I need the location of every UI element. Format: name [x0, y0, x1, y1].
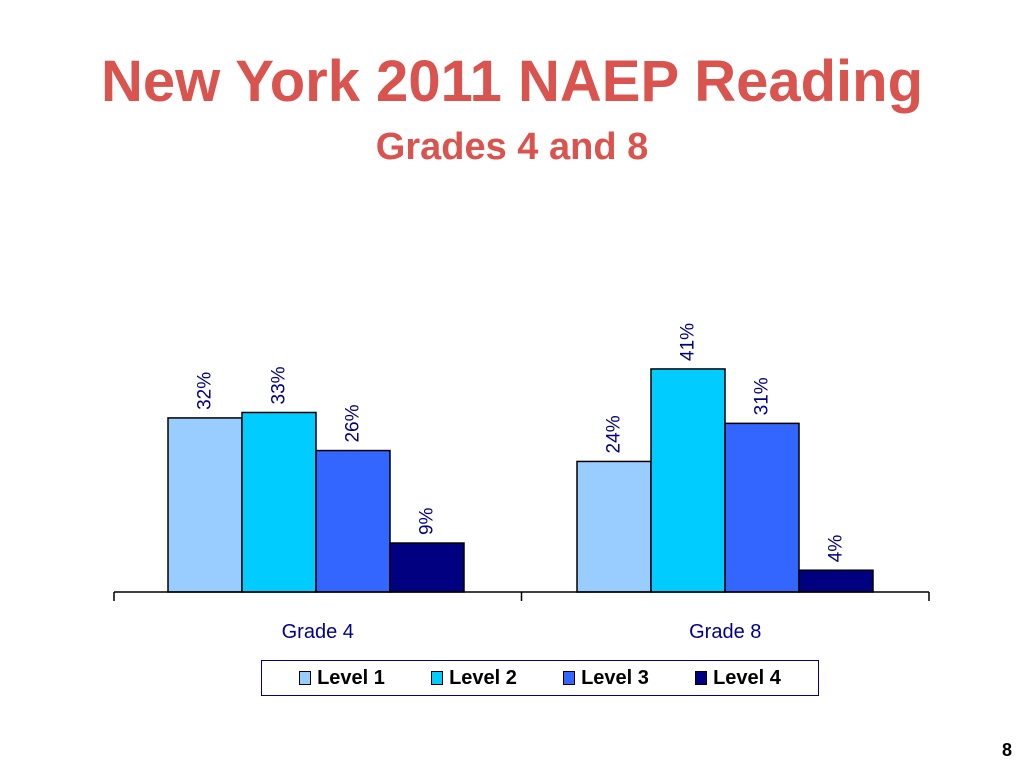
data-label: 24% — [604, 415, 625, 453]
data-label: 33% — [269, 366, 290, 404]
bar-level-4-grade-8 — [798, 569, 874, 593]
page-number: 8 — [1001, 740, 1012, 760]
bar-level-3-grade-8 — [724, 422, 800, 593]
x-tick-label: Grade 8 — [689, 621, 761, 643]
bar-level-1-grade-8 — [576, 460, 652, 593]
data-label: 41% — [678, 323, 699, 361]
x-tick-label: Grade 4 — [282, 621, 354, 643]
legend-label-level-1: Level 1 — [317, 666, 385, 689]
slide-subtitle: Grades 4 and 8 — [375, 126, 649, 168]
legend-swatch-level-1 — [299, 671, 312, 685]
legend-item-level-3: Level 3 — [563, 667, 649, 690]
bar-level-4-grade-4 — [389, 542, 465, 593]
data-label: 4% — [826, 535, 847, 563]
legend-item-level-2: Level 2 — [431, 667, 517, 690]
legend-swatch-level-4 — [695, 671, 708, 685]
bar-level-1-grade-4 — [167, 417, 243, 593]
legend-swatch-level-2 — [431, 671, 444, 685]
legend-label-level-4: Level 4 — [713, 666, 781, 689]
bar-level-2-grade-8 — [650, 368, 726, 593]
slide-title: New York 2011 NAEP Reading — [100, 49, 924, 114]
data-label: 32% — [195, 372, 216, 410]
bar-chart: 32% 33% 26% 9% 24% 41% 31% 4% Grade 4 Grade 8 — [113, 323, 930, 643]
legend-item-level-1: Level 1 — [299, 667, 385, 690]
legend-label-level-3: Level 3 — [581, 666, 649, 689]
legend-swatch-level-3 — [563, 671, 576, 685]
legend-item-level-4: Level 4 — [695, 667, 781, 690]
legend-label-level-2: Level 2 — [449, 666, 517, 689]
chart-legend: Level 1 Level 2 Level 3 Level 4 — [261, 660, 819, 696]
bar-level-3-grade-4 — [315, 449, 391, 593]
bar-level-2-grade-4 — [241, 411, 317, 593]
data-label: 31% — [752, 377, 773, 415]
data-label: 9% — [417, 507, 438, 535]
data-label: 26% — [343, 404, 364, 442]
